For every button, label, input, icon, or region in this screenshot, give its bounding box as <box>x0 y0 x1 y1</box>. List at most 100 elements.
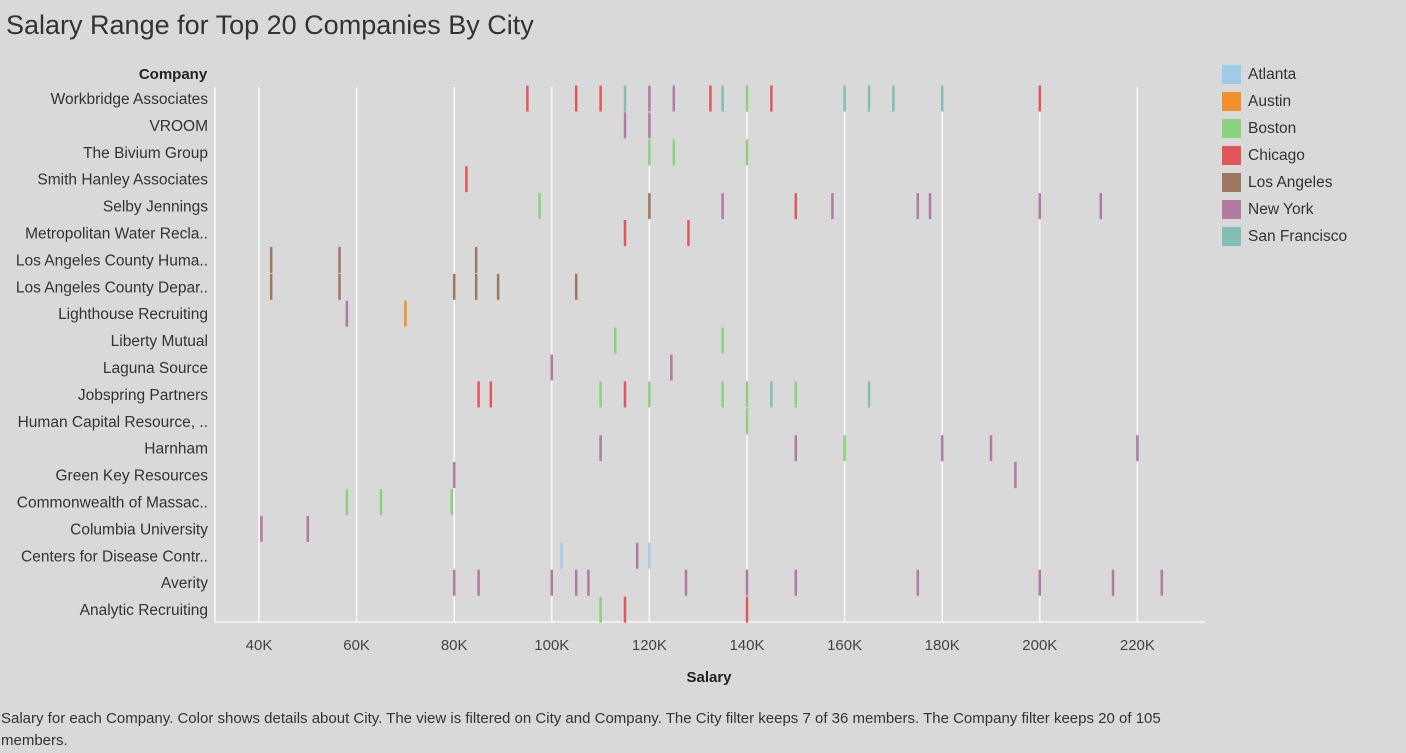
salary-tick[interactable] <box>574 569 578 596</box>
salary-tick[interactable] <box>1099 193 1103 220</box>
salary-tick[interactable] <box>843 435 846 462</box>
salary-tick[interactable] <box>770 85 773 112</box>
legend-item[interactable]: New York <box>1222 196 1347 223</box>
salary-tick[interactable] <box>345 489 349 515</box>
salary-tick[interactable] <box>560 542 563 569</box>
salary-tick[interactable] <box>672 85 676 112</box>
x-axis-title: Salary <box>686 669 732 686</box>
salary-tick[interactable] <box>338 246 341 273</box>
salary-tick[interactable] <box>574 85 578 112</box>
salary-tick[interactable] <box>306 515 310 542</box>
salary-tick[interactable] <box>940 85 944 112</box>
salary-tick[interactable] <box>623 596 627 623</box>
salary-tick[interactable] <box>1014 462 1017 489</box>
salary-tick[interactable] <box>687 220 690 246</box>
legend-item[interactable]: Austin <box>1222 88 1347 115</box>
salary-tick[interactable] <box>745 408 749 435</box>
salary-tick[interactable] <box>452 462 456 489</box>
salary-tick[interactable] <box>721 85 724 112</box>
salary-tick[interactable] <box>623 220 627 246</box>
salary-tick[interactable] <box>867 85 871 112</box>
salary-tick[interactable] <box>670 354 673 381</box>
salary-tick[interactable] <box>794 381 798 408</box>
salary-tick[interactable] <box>599 596 602 623</box>
legend-item[interactable]: Chicago <box>1222 142 1347 169</box>
company-label: Jobspring Partners <box>78 387 208 404</box>
salary-tick[interactable] <box>452 273 456 300</box>
salary-tick[interactable] <box>745 85 749 112</box>
salary-tick[interactable] <box>587 569 590 596</box>
salary-tick[interactable] <box>648 542 651 569</box>
salary-tick[interactable] <box>721 193 724 220</box>
salary-tick[interactable] <box>794 193 798 220</box>
salary-tick[interactable] <box>648 139 651 166</box>
salary-tick[interactable] <box>526 85 529 112</box>
salary-tick[interactable] <box>648 112 651 139</box>
salary-tick[interactable] <box>474 246 478 273</box>
salary-tick[interactable] <box>709 85 712 112</box>
salary-tick[interactable] <box>794 435 798 462</box>
salary-tick[interactable] <box>477 381 480 408</box>
salary-tick[interactable] <box>635 542 639 569</box>
salary-tick[interactable] <box>574 273 578 300</box>
salary-tick[interactable] <box>794 569 798 596</box>
salary-tick[interactable] <box>916 193 920 220</box>
salary-tick[interactable] <box>831 193 834 220</box>
salary-tick[interactable] <box>1038 193 1042 220</box>
legend-item[interactable]: Atlanta <box>1222 61 1347 88</box>
salary-tick[interactable] <box>916 569 920 596</box>
salary-tick[interactable] <box>599 85 602 112</box>
legend-item[interactable]: San Francisco <box>1222 223 1347 250</box>
salary-tick[interactable] <box>1038 85 1042 112</box>
legend-item[interactable]: Boston <box>1222 115 1347 142</box>
salary-tick[interactable] <box>538 193 541 220</box>
salary-tick[interactable] <box>613 327 617 354</box>
salary-tick[interactable] <box>892 85 895 112</box>
salary-tick[interactable] <box>867 381 871 408</box>
salary-tick[interactable] <box>721 381 724 408</box>
salary-tick[interactable] <box>269 273 273 300</box>
salary-tick[interactable] <box>648 85 651 112</box>
salary-tick[interactable] <box>338 273 341 300</box>
salary-tick[interactable] <box>721 327 724 354</box>
salary-tick[interactable] <box>623 112 627 139</box>
salary-tick[interactable] <box>599 381 602 408</box>
salary-tick[interactable] <box>745 569 749 596</box>
salary-tick[interactable] <box>1038 569 1042 596</box>
salary-tick[interactable] <box>770 381 773 408</box>
salary-tick[interactable] <box>672 139 676 166</box>
salary-tick[interactable] <box>940 435 944 462</box>
salary-tick[interactable] <box>599 435 602 462</box>
gridlines <box>258 87 1139 622</box>
salary-tick[interactable] <box>648 381 651 408</box>
salary-tick[interactable] <box>648 193 651 220</box>
salary-tick[interactable] <box>550 569 554 596</box>
salary-tick[interactable] <box>745 381 749 408</box>
salary-tick[interactable] <box>379 489 383 515</box>
salary-tick[interactable] <box>928 193 932 220</box>
salary-tick[interactable] <box>489 381 493 408</box>
salary-tick[interactable] <box>496 273 500 300</box>
company-label: Selby Jennings <box>103 199 208 216</box>
salary-tick[interactable] <box>550 354 554 381</box>
legend-item[interactable]: Los Angeles <box>1222 169 1347 196</box>
salary-tick[interactable] <box>684 569 688 596</box>
salary-tick[interactable] <box>623 85 627 112</box>
salary-tick[interactable] <box>843 85 846 112</box>
salary-tick[interactable] <box>465 166 468 193</box>
salary-tick[interactable] <box>450 489 454 515</box>
salary-tick[interactable] <box>477 569 480 596</box>
salary-tick[interactable] <box>345 300 349 327</box>
salary-tick[interactable] <box>1111 569 1115 596</box>
salary-tick[interactable] <box>623 381 627 408</box>
salary-tick[interactable] <box>1136 435 1139 462</box>
salary-tick[interactable] <box>404 300 407 327</box>
salary-tick[interactable] <box>1160 569 1164 596</box>
salary-tick[interactable] <box>260 515 263 542</box>
salary-tick[interactable] <box>269 246 273 273</box>
salary-tick[interactable] <box>452 569 456 596</box>
salary-tick[interactable] <box>474 273 478 300</box>
salary-tick[interactable] <box>989 435 993 462</box>
salary-tick[interactable] <box>745 596 749 623</box>
salary-tick[interactable] <box>745 139 749 166</box>
